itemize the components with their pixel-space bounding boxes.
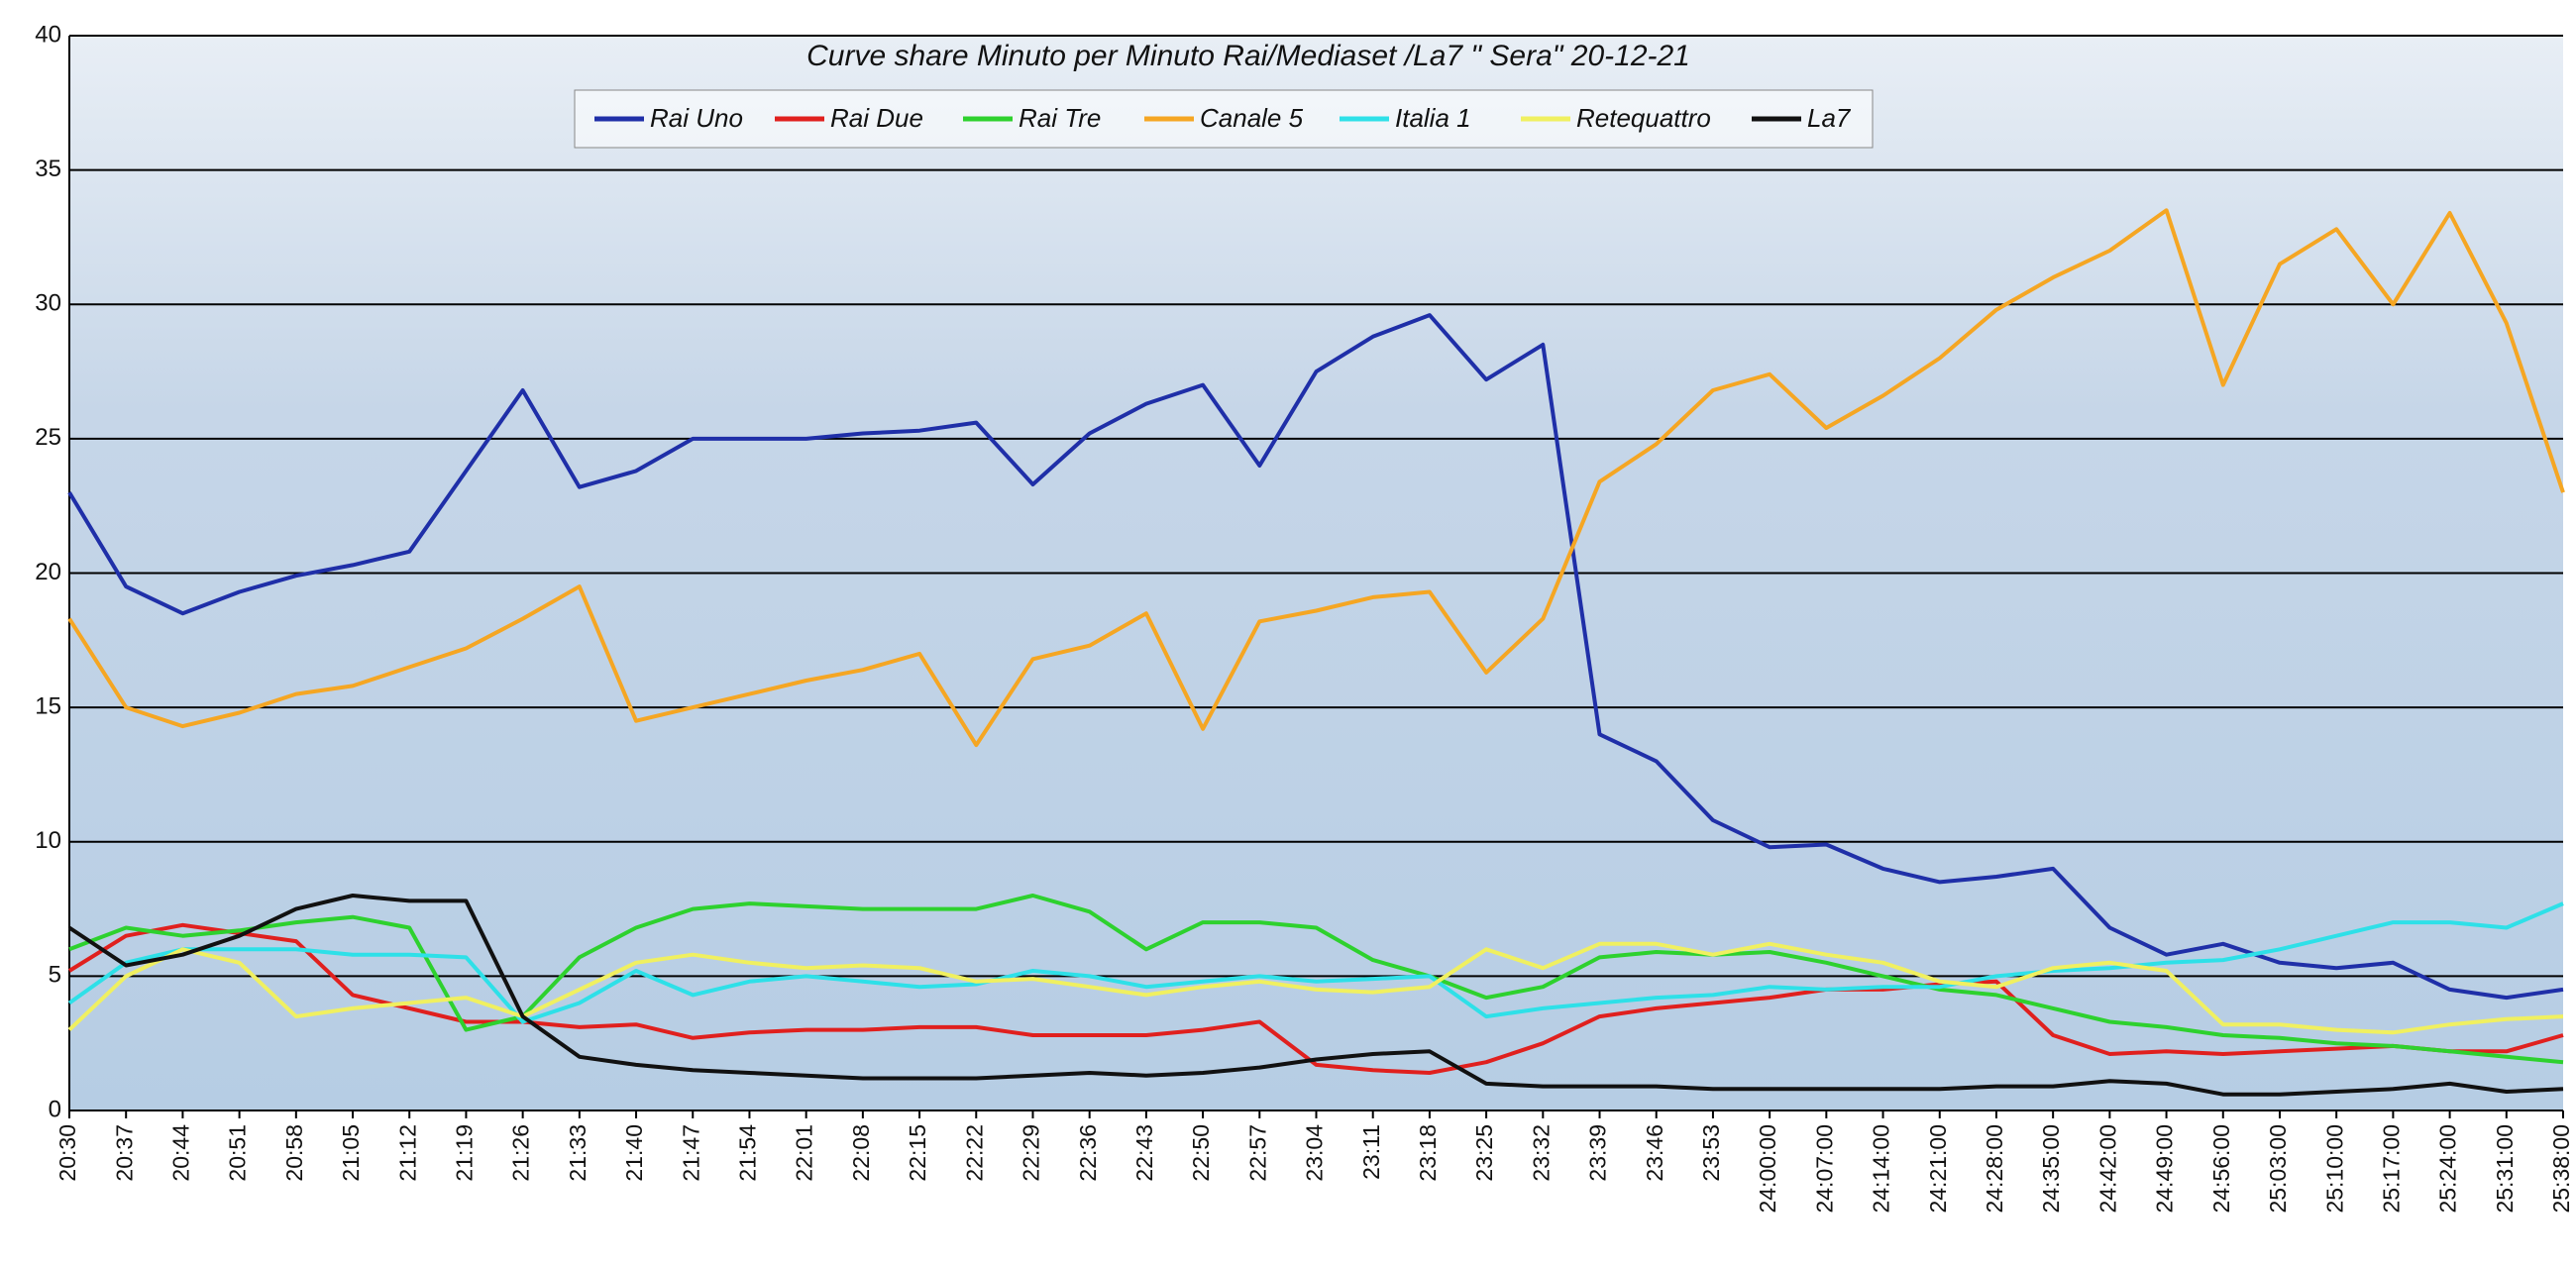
- series-line: [67, 941, 2564, 1035]
- x-tick-label: 20:30: [54, 1124, 80, 1182]
- x-tick-label: 22:50: [1188, 1124, 1214, 1182]
- y-tick-label: 0: [49, 1096, 61, 1122]
- series-line: [68, 894, 2564, 1065]
- y-tick-label: 35: [35, 156, 61, 182]
- x-tick-label: 21:33: [565, 1124, 590, 1182]
- x-tick-label: 25:38:00: [2548, 1124, 2574, 1214]
- x-tick-label: 25:17:00: [2378, 1124, 2404, 1214]
- x-tick-label: 24:28:00: [1982, 1124, 2007, 1214]
- series-line: [67, 208, 2565, 748]
- x-tick-label: 21:47: [678, 1124, 703, 1182]
- x-tick-label: 21:40: [621, 1124, 647, 1182]
- x-tick-label: 25:31:00: [2492, 1124, 2518, 1214]
- x-tick-label: 20:51: [225, 1124, 251, 1182]
- series-line: [67, 894, 2564, 1097]
- x-tick-label: 20:44: [167, 1124, 193, 1182]
- x-tick-label: 22:57: [1244, 1124, 1270, 1182]
- legend-label: Rai Uno: [650, 103, 743, 133]
- x-tick-label: 25:24:00: [2435, 1124, 2461, 1214]
- x-tick-label: 22:01: [792, 1124, 817, 1182]
- x-tick-label: 23:46: [1642, 1124, 1667, 1182]
- x-tick-label: 21:19: [452, 1124, 478, 1182]
- x-tick-label: 22:36: [1075, 1124, 1101, 1182]
- chart-title: Curve share Minuto per Minuto Rai/Medias…: [806, 40, 1690, 72]
- series-line: [67, 922, 2564, 1075]
- legend-label: Rai Tre: [1019, 103, 1101, 133]
- y-tick-label: 20: [35, 559, 61, 585]
- legend-label: Retequattro: [1576, 103, 1711, 133]
- x-tick-label: 24:56:00: [2208, 1124, 2234, 1214]
- x-tick-label: 23:25: [1471, 1124, 1497, 1182]
- x-tick-label: 23:11: [1358, 1124, 1384, 1180]
- x-tick-label: 24:00:00: [1755, 1124, 1780, 1214]
- x-tick-label: 23:04: [1302, 1124, 1328, 1182]
- y-tick-label: 30: [35, 290, 61, 317]
- x-tick-label: 21:54: [735, 1124, 761, 1182]
- y-tick-label: 10: [35, 827, 61, 854]
- x-tick-label: 23:18: [1415, 1124, 1441, 1182]
- x-tick-label: 24:35:00: [2038, 1124, 2064, 1214]
- x-tick-label: 23:53: [1698, 1124, 1724, 1182]
- x-tick-label: 25:03:00: [2265, 1124, 2291, 1214]
- series-line: [67, 901, 2564, 1024]
- x-tick-label: 24:49:00: [2152, 1124, 2178, 1214]
- x-tick-label: 22:43: [1131, 1124, 1157, 1182]
- legend-label: Canale 5: [1200, 103, 1304, 133]
- x-tick-label: 24:42:00: [2094, 1124, 2120, 1214]
- x-tick-label: 23:32: [1528, 1124, 1554, 1182]
- legend-label: Rai Due: [830, 103, 923, 133]
- x-tick-label: 22:29: [1019, 1124, 1044, 1182]
- x-tick-label: 22:15: [905, 1124, 930, 1182]
- x-tick-label: 24:07:00: [1811, 1124, 1837, 1214]
- x-tick-label: 20:37: [111, 1124, 137, 1182]
- x-tick-label: 25:10:00: [2321, 1124, 2347, 1214]
- legend-label: La7: [1807, 103, 1852, 133]
- x-tick-label: 23:39: [1585, 1124, 1611, 1182]
- y-tick-label: 25: [35, 424, 61, 451]
- x-tick-label: 21:26: [508, 1124, 534, 1182]
- x-tick-label: 24:14:00: [1869, 1124, 1894, 1214]
- series-line: [67, 313, 2564, 1001]
- x-tick-label: 22:22: [961, 1124, 987, 1182]
- y-tick-label: 5: [49, 962, 61, 989]
- legend-label: Italia 1: [1395, 103, 1471, 133]
- x-tick-label: 21:05: [338, 1124, 364, 1182]
- x-tick-label: 24:21:00: [1925, 1124, 1951, 1214]
- y-tick-label: 15: [35, 692, 61, 719]
- x-tick-label: 21:12: [394, 1124, 420, 1182]
- x-tick-label: 20:58: [281, 1124, 307, 1182]
- y-tick-label: 40: [35, 21, 61, 48]
- x-tick-label: 22:08: [848, 1124, 874, 1182]
